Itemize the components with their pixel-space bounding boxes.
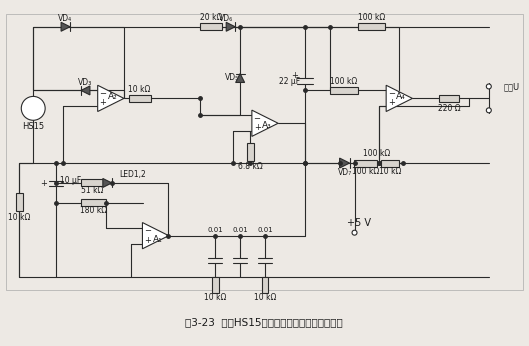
Bar bbox=[358, 23, 385, 30]
Bar bbox=[81, 199, 106, 206]
Bar bbox=[129, 95, 151, 102]
Bar bbox=[16, 193, 23, 211]
Polygon shape bbox=[98, 85, 124, 111]
Text: 51 kΩ: 51 kΩ bbox=[81, 186, 103, 195]
Text: 22 μF: 22 μF bbox=[279, 77, 300, 86]
Text: 100 kΩ: 100 kΩ bbox=[330, 77, 357, 86]
Text: 0.01: 0.01 bbox=[207, 227, 223, 233]
Text: VD₆: VD₆ bbox=[219, 14, 233, 23]
Polygon shape bbox=[235, 74, 244, 82]
Text: −: − bbox=[99, 89, 106, 98]
Polygon shape bbox=[81, 86, 90, 95]
Text: +: + bbox=[254, 124, 261, 133]
Bar bbox=[261, 277, 269, 293]
Text: +5 V: +5 V bbox=[348, 218, 371, 228]
Polygon shape bbox=[386, 85, 413, 111]
Circle shape bbox=[352, 230, 357, 235]
Text: +: + bbox=[144, 236, 151, 245]
Circle shape bbox=[21, 97, 45, 120]
Polygon shape bbox=[103, 179, 112, 188]
Text: 10 μF: 10 μF bbox=[60, 176, 81, 185]
Text: 0.01: 0.01 bbox=[232, 227, 248, 233]
Text: −: − bbox=[253, 114, 261, 123]
Bar bbox=[353, 160, 377, 166]
Text: 10 kΩ: 10 kΩ bbox=[254, 293, 276, 302]
Bar bbox=[212, 277, 219, 293]
Circle shape bbox=[486, 84, 491, 89]
Text: VD₃: VD₃ bbox=[78, 78, 92, 87]
Bar bbox=[439, 95, 459, 102]
Text: VD₇: VD₇ bbox=[338, 169, 352, 177]
Text: +: + bbox=[291, 71, 298, 80]
Text: 10 kΩ: 10 kΩ bbox=[379, 166, 402, 175]
Text: 10 kΩ: 10 kΩ bbox=[129, 85, 151, 94]
Text: LED1,2: LED1,2 bbox=[119, 171, 145, 180]
Bar bbox=[330, 87, 358, 94]
Polygon shape bbox=[340, 158, 350, 168]
Text: VD₄: VD₄ bbox=[58, 14, 72, 23]
Text: 100 kΩ: 100 kΩ bbox=[363, 148, 390, 158]
Text: A₁: A₁ bbox=[153, 235, 162, 244]
Polygon shape bbox=[252, 110, 278, 136]
Bar bbox=[200, 23, 222, 30]
Text: 10 kΩ: 10 kΩ bbox=[8, 213, 31, 222]
Text: 100 kΩ: 100 kΩ bbox=[352, 166, 379, 175]
Text: A₄: A₄ bbox=[396, 92, 406, 101]
Text: +: + bbox=[99, 99, 106, 108]
Text: 180 kΩ: 180 kΩ bbox=[80, 206, 107, 215]
Text: 20 kΩ: 20 kΩ bbox=[200, 13, 223, 22]
Circle shape bbox=[486, 108, 491, 113]
Polygon shape bbox=[226, 22, 235, 31]
Text: 输出U: 输出U bbox=[504, 82, 520, 91]
Text: −: − bbox=[388, 89, 395, 98]
Polygon shape bbox=[61, 22, 70, 31]
Text: 0.01: 0.01 bbox=[257, 227, 273, 233]
Bar bbox=[81, 180, 103, 186]
Polygon shape bbox=[142, 222, 169, 249]
Text: 100 kΩ: 100 kΩ bbox=[358, 13, 385, 22]
Text: 10 kΩ: 10 kΩ bbox=[204, 293, 226, 302]
Text: +: + bbox=[388, 99, 395, 108]
Text: HS15: HS15 bbox=[22, 122, 44, 131]
Bar bbox=[381, 160, 399, 166]
Bar bbox=[6, 14, 523, 290]
Text: +: + bbox=[40, 180, 47, 189]
Text: −: − bbox=[144, 227, 151, 236]
Text: 图3-23  采用HS15湿敏传感器的测湿电路原理图: 图3-23 采用HS15湿敏传感器的测湿电路原理图 bbox=[185, 317, 343, 327]
Text: 6.8 kΩ: 6.8 kΩ bbox=[238, 162, 262, 171]
Bar bbox=[247, 143, 253, 161]
Text: 220 Ω: 220 Ω bbox=[437, 104, 460, 113]
Text: VD₅: VD₅ bbox=[225, 73, 239, 82]
Text: A₃: A₃ bbox=[262, 121, 272, 130]
Text: A₂: A₂ bbox=[108, 92, 117, 101]
